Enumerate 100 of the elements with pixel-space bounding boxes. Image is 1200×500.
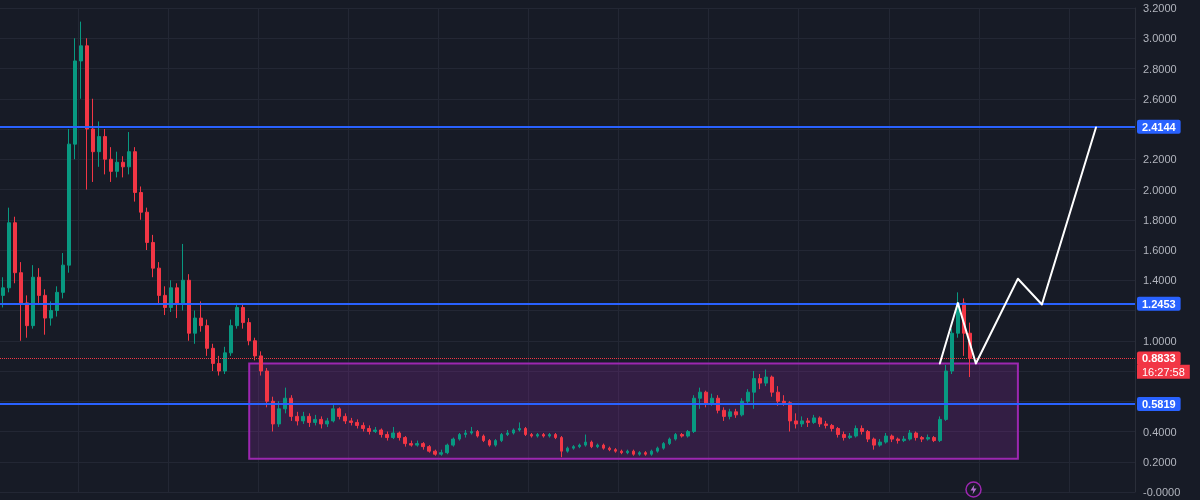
candlestick [830,423,834,432]
candlestick [818,415,822,428]
candlestick [566,446,569,454]
candlestick [476,429,479,439]
candlestick [235,302,239,330]
candlestick [596,443,599,449]
candlestick [464,429,467,439]
y-tick-label: 1.6000 [1143,244,1177,256]
candlestick [524,426,527,437]
candlestick [1,276,5,308]
candlestick [902,435,906,443]
candlestick [403,435,407,448]
candlestick [776,385,780,407]
y-tick-label: 0.2000 [1143,455,1177,468]
candlestick [578,443,581,449]
candlestick [860,424,864,436]
candlestick [788,400,792,432]
candlestick [55,285,59,318]
y-tick-label: 3.2000 [1143,2,1177,14]
candlestick [319,415,323,429]
candlestick [247,317,251,346]
candlestick [824,420,828,429]
y-tick-label: 2.2000 [1143,153,1177,166]
candlestick [728,408,732,420]
candlestick [782,394,786,407]
candlestick [866,429,870,443]
candlestick [764,368,768,387]
candlestick [109,146,113,183]
candlestick [632,449,635,457]
candlestick [806,417,810,428]
candlestick [620,449,623,455]
candlestick [331,403,335,423]
candlestick [686,429,690,439]
candlestick [932,435,936,443]
candlestick [37,267,41,304]
candlestick [103,128,107,175]
candlestick [944,364,948,422]
candlestick [223,346,227,375]
candlestick [139,185,143,221]
candlestick [151,234,155,278]
candlestick [175,282,179,319]
candlestick [433,449,437,457]
candlestick [512,427,515,436]
candlestick [127,131,131,175]
candlestick [385,431,389,442]
candlestick [800,415,804,428]
candlestick [542,432,545,439]
candlestick [427,444,431,454]
candlestick [187,273,191,342]
candlestick [812,414,816,425]
ref-line-label: 1.2453 [1142,297,1176,310]
candlestick [451,437,455,448]
candlestick [121,155,125,178]
candlestick [7,207,11,293]
candlestick [289,394,293,422]
candlestick [97,120,101,168]
candlestick [181,243,185,311]
y-tick-label: 2.8000 [1143,62,1177,75]
candlestick [313,414,317,426]
candlestick [488,438,491,448]
candlestick [470,426,473,436]
candlestick [572,444,575,451]
candlestick [938,415,942,443]
candlestick [656,446,659,454]
candlestick [584,434,587,448]
ref-line-label: 0.5819 [1142,397,1176,410]
ref-line-label: 0.8833 [1142,352,1176,365]
line-series [938,126,1097,365]
text: 16:27:58 [1142,365,1185,378]
y-tick-label: 2.0000 [1143,183,1177,196]
candlestick [692,394,696,434]
candlestick [301,411,305,425]
candlestick [836,426,840,439]
candlestick [530,432,533,439]
candlestick [85,37,89,190]
candlestick [241,302,245,330]
candlestick [854,424,858,439]
candlestick [626,449,629,455]
y-tick-label: 2.6000 [1143,92,1177,105]
candlestick [872,437,876,451]
y-tick-label: 0.4000 [1143,425,1177,438]
y-tick-label: 3.0000 [1143,32,1177,45]
candlestick [445,443,449,455]
candlestick [79,21,83,100]
candlestick [91,98,95,183]
candlestick [554,432,557,440]
candlestick [193,310,197,345]
candlestick [355,418,359,429]
candlestick [698,387,702,410]
candlestick [361,421,365,432]
candlestick [391,426,395,440]
ref-line-label: 2.4144 [1142,120,1177,133]
candlestick [169,279,173,313]
candlestick [379,427,383,439]
candlestick [13,216,17,284]
candlestick [734,408,738,419]
candlestick [307,412,311,428]
y-tick-label: 1.4000 [1143,274,1177,287]
candlestick [115,151,119,178]
candlestick [518,421,521,432]
